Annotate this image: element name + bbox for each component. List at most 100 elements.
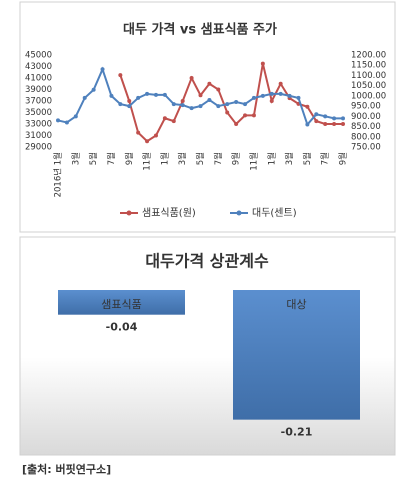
legend-label: 대두(센트) (252, 207, 297, 219)
point (243, 102, 248, 107)
point (189, 76, 194, 80)
point (234, 100, 239, 105)
chart-title: 대두가격 상관계수 (145, 252, 269, 271)
value-label: -0.04 (106, 321, 138, 334)
point (243, 113, 248, 118)
point (153, 133, 158, 138)
point (136, 95, 141, 100)
y2-tick-label: 850.00 (351, 122, 381, 132)
x-tick-label: 11월 (248, 152, 259, 171)
point (100, 67, 105, 72)
point (145, 91, 150, 96)
point (296, 95, 301, 100)
point (260, 61, 265, 66)
x-tick-label: 3월 (177, 152, 188, 165)
x-tick-label: 9월 (231, 152, 242, 165)
point (323, 114, 328, 119)
y-tick-label: 35000 (25, 108, 52, 118)
y2-tick-label: 1100.00 (351, 71, 386, 81)
legend-marker (126, 210, 132, 216)
point (198, 93, 203, 98)
point (332, 122, 337, 126)
point (145, 139, 150, 144)
point (207, 81, 212, 86)
y-tick-label: 31000 (25, 131, 52, 141)
y-tick-label: 43000 (25, 62, 52, 72)
point (234, 122, 239, 126)
point (251, 113, 256, 118)
point (127, 104, 132, 109)
point (287, 93, 292, 98)
y-tick-label: 29000 (25, 143, 52, 153)
x-tick-label: 5월 (302, 152, 313, 165)
point (269, 91, 274, 96)
x-tick-label: 7월 (106, 152, 117, 165)
point (323, 122, 328, 126)
point (225, 102, 230, 107)
point (278, 81, 283, 86)
point (198, 104, 203, 109)
point (180, 99, 185, 103)
point (189, 106, 194, 111)
point (225, 110, 230, 115)
x-tick-label: 1월 (159, 152, 170, 165)
y2-tick-label: 950.00 (351, 102, 381, 112)
point (73, 114, 78, 119)
legend-marker (236, 210, 242, 216)
point (314, 112, 319, 117)
point (251, 95, 256, 100)
value-label: -0.21 (281, 426, 313, 439)
point (64, 120, 69, 125)
point (216, 104, 221, 109)
source: [출처: 버핏연구소] (22, 462, 111, 476)
y2-tick-label: 750.00 (351, 143, 381, 153)
point (91, 87, 96, 92)
y2-tick-label: 1000.00 (351, 91, 386, 101)
point (127, 99, 132, 103)
x-tick-label: 3월 (284, 152, 295, 165)
point (109, 93, 114, 98)
point (136, 130, 141, 135)
point (118, 102, 123, 107)
point (278, 91, 283, 96)
point (82, 95, 87, 100)
y2-tick-label: 1050.00 (351, 81, 386, 91)
y-tick-label: 39000 (25, 85, 52, 95)
point (314, 119, 319, 124)
chart-title: 대두 가격 vs 샘표식품 주가 (123, 22, 277, 38)
x-tick-label: 9월 (124, 152, 135, 165)
category-label: 샘표식품 (101, 298, 141, 311)
point (332, 116, 337, 121)
point (56, 118, 60, 123)
x-tick-label: 11월 (142, 152, 153, 171)
x-tick-label: 9월 (338, 152, 349, 165)
point (269, 99, 274, 103)
point (305, 104, 310, 109)
bar (58, 290, 185, 315)
point (207, 97, 212, 102)
point (171, 102, 176, 107)
y2-tick-label: 800.00 (351, 132, 381, 142)
x-tick-label: 3월 (70, 152, 81, 165)
point (341, 116, 345, 121)
y2-tick-label: 1200.00 (351, 51, 386, 61)
point (260, 93, 265, 98)
point (162, 116, 167, 121)
x-tick-label: 2016년 1월 (53, 152, 64, 197)
x-tick-label: 5월 (195, 152, 206, 165)
point (305, 122, 310, 127)
bar (233, 290, 360, 420)
point (171, 119, 176, 124)
point (153, 92, 158, 97)
y2-tick-label: 1150.00 (351, 61, 386, 71)
y-tick-label: 33000 (25, 120, 52, 130)
x-tick-label: 7월 (213, 152, 224, 165)
legend-label: 샘표식품(원) (142, 207, 196, 219)
y-tick-label: 41000 (25, 74, 52, 84)
point (180, 103, 185, 108)
x-tick-label: 1월 (266, 152, 277, 165)
x-tick-label: 7월 (320, 152, 331, 165)
x-tick-label: 5월 (88, 152, 99, 165)
y2-tick-label: 900.00 (351, 112, 381, 122)
